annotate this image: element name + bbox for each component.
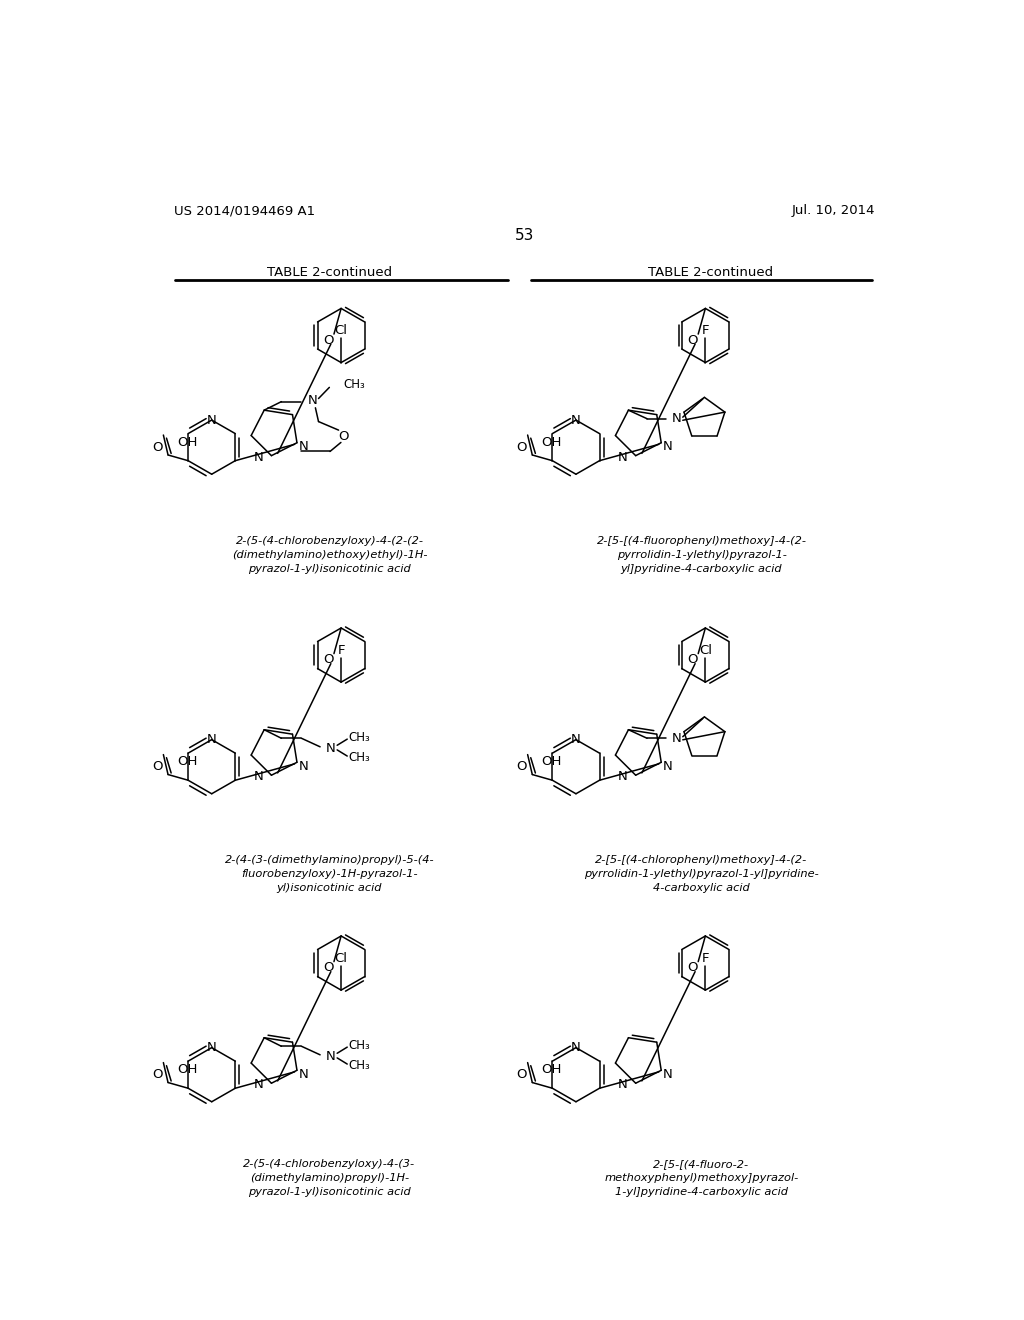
Text: N: N: [299, 759, 308, 772]
Text: F: F: [701, 952, 710, 965]
Text: Cl: Cl: [698, 644, 712, 656]
Text: CH₃: CH₃: [343, 378, 366, 391]
Text: O: O: [516, 760, 526, 774]
Text: N: N: [299, 440, 308, 453]
Text: F: F: [337, 644, 345, 656]
Text: N: N: [663, 1068, 673, 1081]
Text: O: O: [516, 1068, 526, 1081]
Text: Jul. 10, 2014: Jul. 10, 2014: [792, 205, 876, 218]
Text: 53: 53: [515, 228, 535, 243]
Text: N: N: [207, 733, 216, 746]
Text: O: O: [324, 961, 334, 974]
Text: O: O: [324, 653, 334, 667]
Text: Cl: Cl: [335, 952, 347, 965]
Text: O: O: [687, 961, 698, 974]
Text: O: O: [516, 441, 526, 454]
Text: US 2014/0194469 A1: US 2014/0194469 A1: [174, 205, 315, 218]
Text: 2-[5-[(4-fluoro-2-
methoxyphenyl)methoxy]pyrazol-
1-yl]pyridine-4-carboxylic aci: 2-[5-[(4-fluoro-2- methoxyphenyl)methoxy…: [604, 1159, 799, 1197]
Text: N: N: [254, 771, 264, 783]
Text: Cl: Cl: [335, 325, 347, 337]
Text: O: O: [152, 760, 163, 774]
Text: O: O: [152, 1068, 163, 1081]
Text: OH: OH: [542, 1063, 562, 1076]
Text: N: N: [663, 440, 673, 453]
Text: N: N: [307, 393, 317, 407]
Text: N: N: [618, 771, 628, 783]
Text: N: N: [618, 1078, 628, 1092]
Text: N: N: [663, 759, 673, 772]
Text: N: N: [672, 412, 681, 425]
Text: N: N: [207, 1041, 216, 1055]
Text: CH₃: CH₃: [348, 751, 370, 764]
Text: N: N: [618, 450, 628, 463]
Text: N: N: [326, 1049, 336, 1063]
Text: TABLE 2-continued: TABLE 2-continued: [648, 265, 773, 279]
Text: O: O: [687, 334, 698, 347]
Text: N: N: [571, 413, 581, 426]
Text: CH₃: CH₃: [348, 731, 370, 744]
Text: N: N: [254, 450, 264, 463]
Text: F: F: [701, 325, 710, 337]
Text: N: N: [326, 742, 336, 755]
Text: N: N: [571, 733, 581, 746]
Text: 2-(5-(4-chlorobenzyloxy)-4-(2-(2-
(dimethylamino)ethoxy)ethyl)-1H-
pyrazol-1-yl): 2-(5-(4-chlorobenzyloxy)-4-(2-(2- (dimet…: [231, 536, 427, 574]
Text: O: O: [324, 334, 334, 347]
Text: OH: OH: [542, 436, 562, 449]
Text: OH: OH: [177, 755, 198, 768]
Text: CH₃: CH₃: [348, 1039, 370, 1052]
Text: O: O: [687, 653, 698, 667]
Text: OH: OH: [177, 436, 198, 449]
Text: OH: OH: [177, 1063, 198, 1076]
Text: TABLE 2-continued: TABLE 2-continued: [267, 265, 392, 279]
Text: N: N: [254, 1078, 264, 1092]
Text: CH₃: CH₃: [348, 1059, 370, 1072]
Text: O: O: [338, 430, 348, 442]
Text: N: N: [299, 1068, 308, 1081]
Text: OH: OH: [542, 755, 562, 768]
Text: O: O: [152, 441, 163, 454]
Text: N: N: [672, 731, 681, 744]
Text: N: N: [207, 413, 216, 426]
Text: 2-[5-[(4-fluorophenyl)methoxy]-4-(2-
pyrrolidin-1-ylethyl)pyrazol-1-
yl]pyridine: 2-[5-[(4-fluorophenyl)methoxy]-4-(2- pyr…: [597, 536, 807, 574]
Text: 2-[5-[(4-chlorophenyl)methoxy]-4-(2-
pyrrolidin-1-ylethyl)pyrazol-1-yl]pyridine-: 2-[5-[(4-chlorophenyl)methoxy]-4-(2- pyr…: [584, 855, 819, 894]
Text: N: N: [571, 1041, 581, 1055]
Text: 2-(5-(4-chlorobenzyloxy)-4-(3-
(dimethylamino)propyl)-1H-
pyrazol-1-yl)isonicoti: 2-(5-(4-chlorobenzyloxy)-4-(3- (dimethyl…: [244, 1159, 416, 1197]
Text: 2-(4-(3-(dimethylamino)propyl)-5-(4-
fluorobenzyloxy)-1H-pyrazol-1-
yl)isonicoti: 2-(4-(3-(dimethylamino)propyl)-5-(4- flu…: [224, 855, 434, 894]
